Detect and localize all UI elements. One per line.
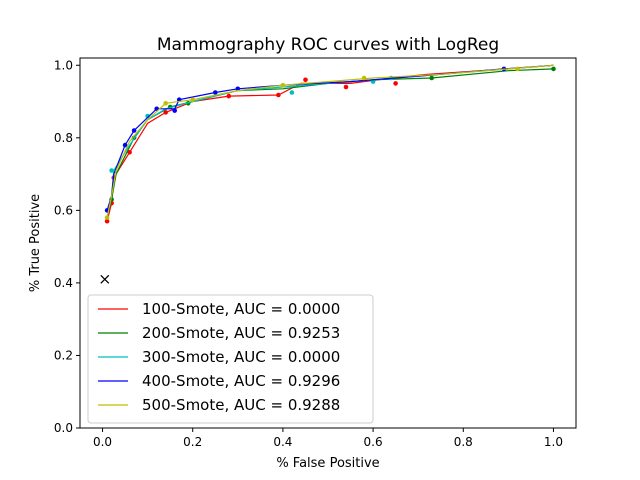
series-3-point-1 [109, 168, 114, 173]
series-1-point-1 [104, 218, 110, 224]
series-4-point-2 [122, 142, 128, 148]
series-1-point-4 [127, 150, 132, 155]
y-tick-label: 0.8 [54, 131, 73, 145]
y-tick-label: 0.4 [54, 276, 73, 290]
series-1-point-5 [163, 110, 168, 115]
series-3-point-3 [289, 90, 295, 95]
legend-label-1: 100-Smote, AUC = 0.0000 [142, 300, 340, 318]
plot-area [100, 64, 556, 284]
legend-label-4: 400-Smote, AUC = 0.9296 [142, 372, 340, 390]
series-5-point-6 [515, 66, 520, 72]
x-tick-label: 0.2 [183, 435, 202, 449]
series-line-5 [106, 64, 554, 218]
series-line-4 [106, 64, 554, 211]
x-marker-1 [100, 274, 110, 284]
x-tick-label: 0.6 [364, 435, 383, 449]
series-line-2 [106, 68, 554, 218]
series-1-point-8 [303, 77, 308, 83]
series-2-point-5 [429, 75, 435, 81]
series-5-point-4 [280, 82, 286, 88]
axes-frame [79, 57, 577, 429]
series-2-point-6 [551, 66, 556, 72]
y-tick-label: 0.0 [54, 421, 73, 435]
x-tick-label: 0.4 [273, 435, 292, 449]
series-1-point-10 [393, 81, 398, 86]
y-tick-label: 0.2 [54, 348, 73, 362]
legend: 100-Smote, AUC = 0.0000 200-Smote, AUC = … [87, 294, 374, 424]
series-4-point-7 [213, 90, 218, 95]
series-4-point-3 [131, 128, 137, 133]
x-axis: 0.0 0.2 0.4 0.6 0.8 1.0 [93, 428, 563, 449]
series-4-point-5 [172, 108, 177, 113]
series-line-1 [106, 64, 554, 222]
legend-label-2: 200-Smote, AUC = 0.9253 [142, 324, 340, 342]
series-5-point-1 [104, 215, 110, 220]
x-tick-label: 1.0 [544, 435, 563, 449]
y-tick-label: 0.6 [54, 203, 73, 217]
series-1-point-6 [226, 93, 232, 99]
series-line-3 [106, 64, 554, 218]
chart-title: Mammography ROC curves with LogReg [157, 35, 499, 55]
y-axis-label: % True Positive [28, 194, 43, 292]
legend-label-5: 500-Smote, AUC = 0.9288 [142, 396, 340, 414]
x-tick-label: 0.0 [93, 435, 112, 449]
x-tick-label: 0.8 [454, 435, 473, 449]
series-5-point-5 [361, 75, 367, 81]
legend-box [87, 294, 374, 424]
legend-label-3: 300-Smote, AUC = 0.0000 [142, 348, 340, 366]
series-5-point-3 [190, 97, 195, 102]
y-axis: 0.0 0.2 0.4 0.6 0.8 1.0 [54, 58, 80, 435]
x-axis-label: % False Positive [276, 456, 379, 471]
series-5-point-2 [163, 101, 168, 106]
series-1-point-7 [276, 92, 281, 98]
series-1-point-9 [343, 84, 349, 90]
y-tick-label: 1.0 [54, 58, 73, 72]
